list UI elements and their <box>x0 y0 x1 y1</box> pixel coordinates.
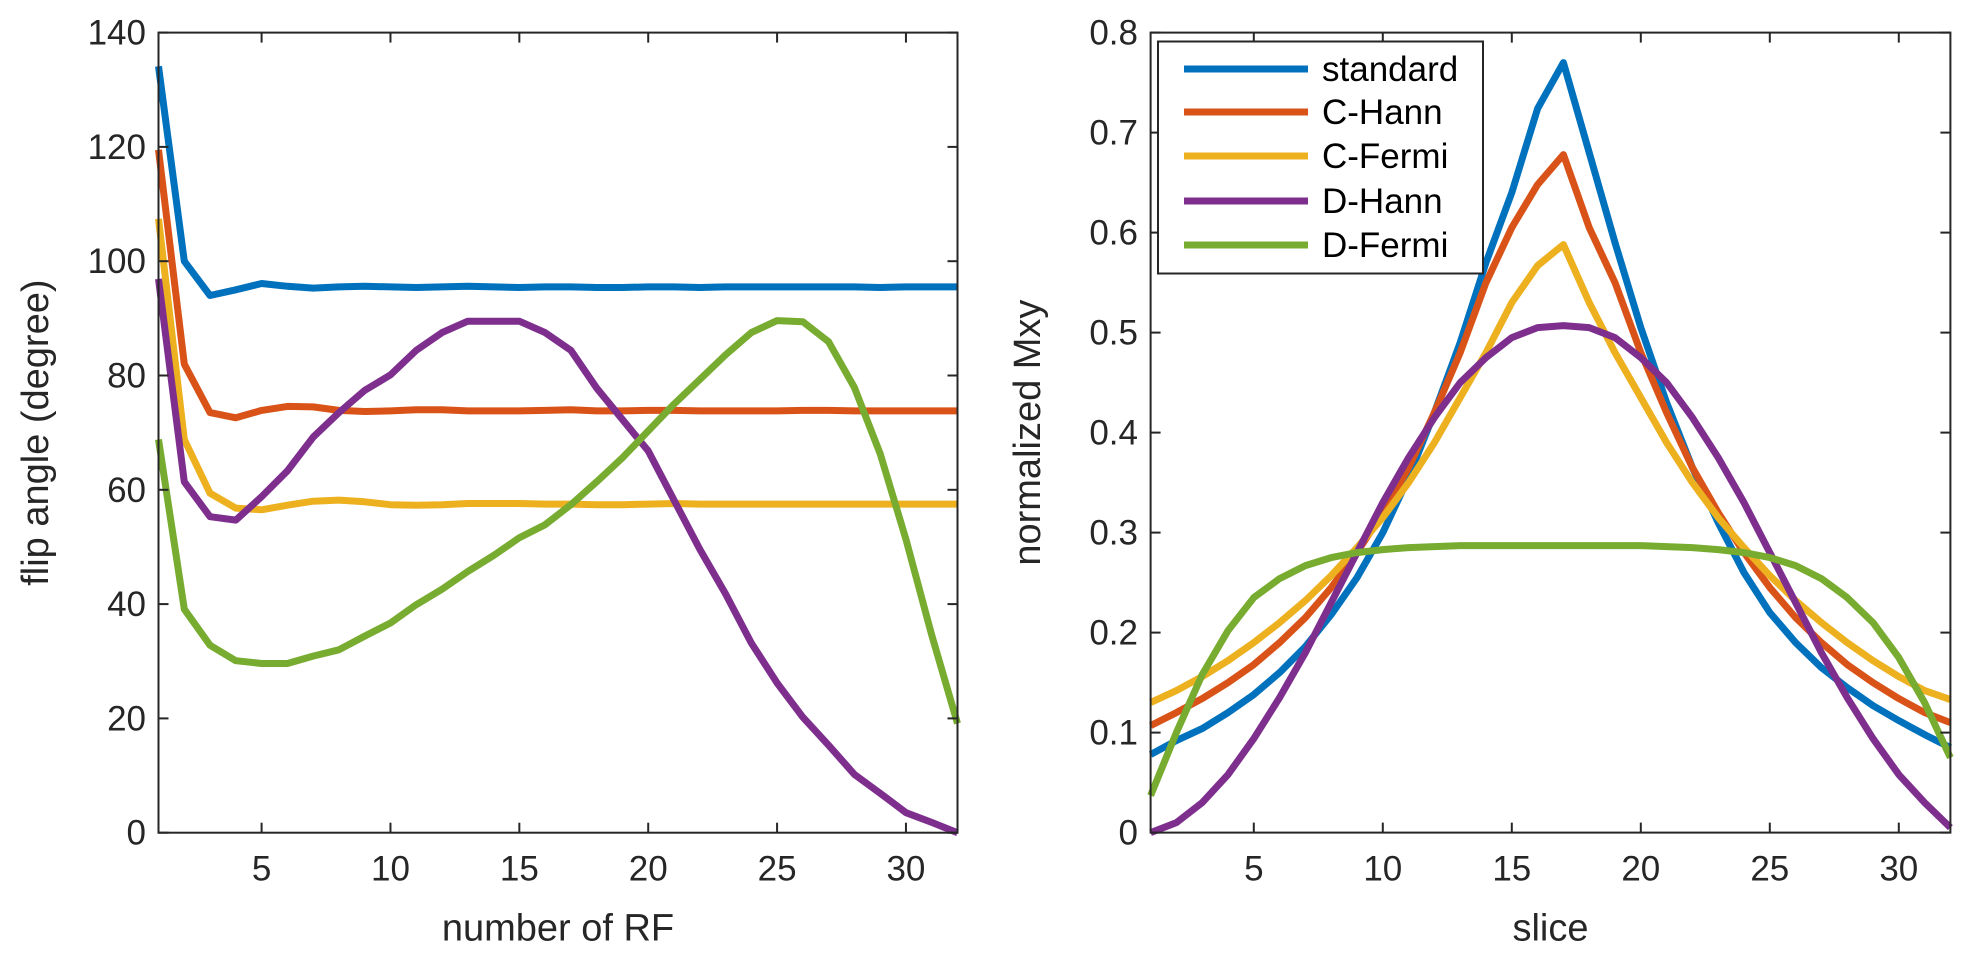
legend-label: standard <box>1322 50 1458 89</box>
y-tick-label: 20 <box>107 699 146 738</box>
x-tick-label: 25 <box>758 850 797 889</box>
series-line-c-hann <box>155 149 958 422</box>
x-axis-label: slice <box>1512 908 1588 950</box>
y-tick-label: 0.6 <box>1089 214 1138 253</box>
x-tick-label: 5 <box>252 850 271 889</box>
y-tick-label: 0.7 <box>1089 114 1138 153</box>
y-tick-label: 0 <box>127 814 146 853</box>
x-axis-label: number of RF <box>442 908 674 950</box>
y-tick-label: 0.3 <box>1089 514 1138 553</box>
y-tick-label: 0.8 <box>1089 14 1138 53</box>
x-tick-label: 25 <box>1750 850 1789 889</box>
right-plot-normalized-mxy: 5 10 15 20 25 30 0 0.1 0.2 0.3 0.4 0.5 0.6 0.7 0.8 slic… <box>1007 14 1954 950</box>
x-tick-label: 20 <box>1621 850 1660 889</box>
y-tick-label: 0 <box>1119 814 1138 853</box>
x-tick-label: 15 <box>500 850 539 889</box>
y-tick-label: 0.5 <box>1089 314 1138 353</box>
x-tick-label: 30 <box>1879 850 1918 889</box>
x-tick-label: 5 <box>1244 850 1263 889</box>
series-line-d-hann <box>155 278 959 836</box>
legend-label: C-Fermi <box>1322 137 1448 176</box>
y-tick-label: 120 <box>88 128 146 167</box>
left-plot-flip-angle: 5 10 15 20 25 30 0 20 40 60 80 100 120 140 number of R… <box>15 14 961 950</box>
series-line-d-hann <box>1149 322 1953 836</box>
y-tick-label: 140 <box>88 14 146 53</box>
series-line-d-fermi <box>155 317 961 725</box>
series-line-c-fermi <box>1149 241 1952 706</box>
y-tick-label: 60 <box>107 471 146 510</box>
y-tick-label: 0.2 <box>1089 614 1138 653</box>
y-tick-label: 40 <box>107 585 146 624</box>
series-line-standard <box>155 65 958 299</box>
x-tick-label: 20 <box>629 850 668 889</box>
legend-label: C-Hann <box>1322 93 1443 132</box>
series-line-standard <box>1148 59 1952 758</box>
series-line-d-fermi <box>1147 542 1954 797</box>
y-axis-label: flip angle (degree) <box>15 279 57 585</box>
x-tick-label: 10 <box>1363 850 1402 889</box>
y-tick-label: 80 <box>107 357 146 396</box>
series-line-c-fermi <box>155 218 958 514</box>
x-tick-label: 15 <box>1492 850 1531 889</box>
y-tick-label: 0.1 <box>1089 714 1138 753</box>
y-axis-label: normalized Mxy <box>1007 300 1049 566</box>
axes-box <box>157 31 959 834</box>
y-tick-label: 100 <box>88 242 146 281</box>
legend: standard C-Hann C-Fermi D-Hann D-Fermi <box>1157 40 1484 275</box>
x-tick-label: 10 <box>371 850 410 889</box>
y-tick-label: 0.4 <box>1089 414 1138 453</box>
legend-label: D-Hann <box>1322 182 1443 221</box>
x-tick-label: 30 <box>886 850 925 889</box>
legend-label: D-Fermi <box>1322 226 1448 265</box>
